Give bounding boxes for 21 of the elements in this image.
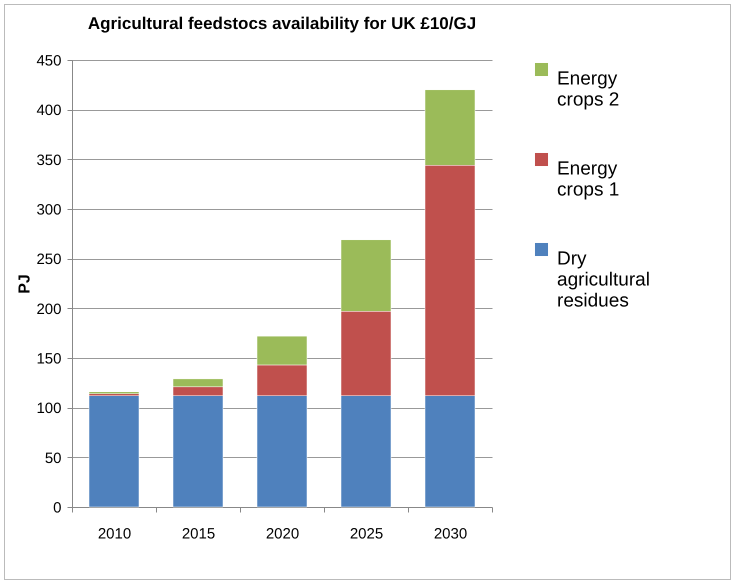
x-tick-label: 2025	[350, 526, 384, 542]
y-tick-label: 200	[36, 300, 62, 318]
chart-title: Agricultural feedstocs availability for UK £10/GJ	[88, 14, 476, 33]
x-tick-label: 2020	[266, 526, 300, 542]
y-tick-label: 450	[36, 52, 62, 70]
y-tick-label: 400	[36, 102, 62, 120]
legend-label: Energy crops 1	[557, 158, 620, 200]
y-axis-title: PJ	[16, 274, 34, 294]
x-tick-label: 2010	[98, 526, 132, 542]
bar	[88, 395, 140, 508]
x-tick-label: 2030	[434, 526, 468, 542]
y-tick-label: 350	[36, 152, 62, 169]
y-tick-label: 0	[53, 500, 62, 516]
y-tick-label: 150	[36, 350, 62, 368]
legend-label: Dry agricultural residues	[557, 248, 650, 312]
x-tick-label: 2015	[182, 526, 216, 542]
y-tick-label: 100	[36, 400, 62, 418]
y-tick-label: 250	[36, 251, 62, 268]
legend-label: Energy crops 2	[557, 68, 620, 110]
y-tick-label: 300	[36, 202, 62, 218]
y-tick-label: 50	[44, 450, 62, 467]
